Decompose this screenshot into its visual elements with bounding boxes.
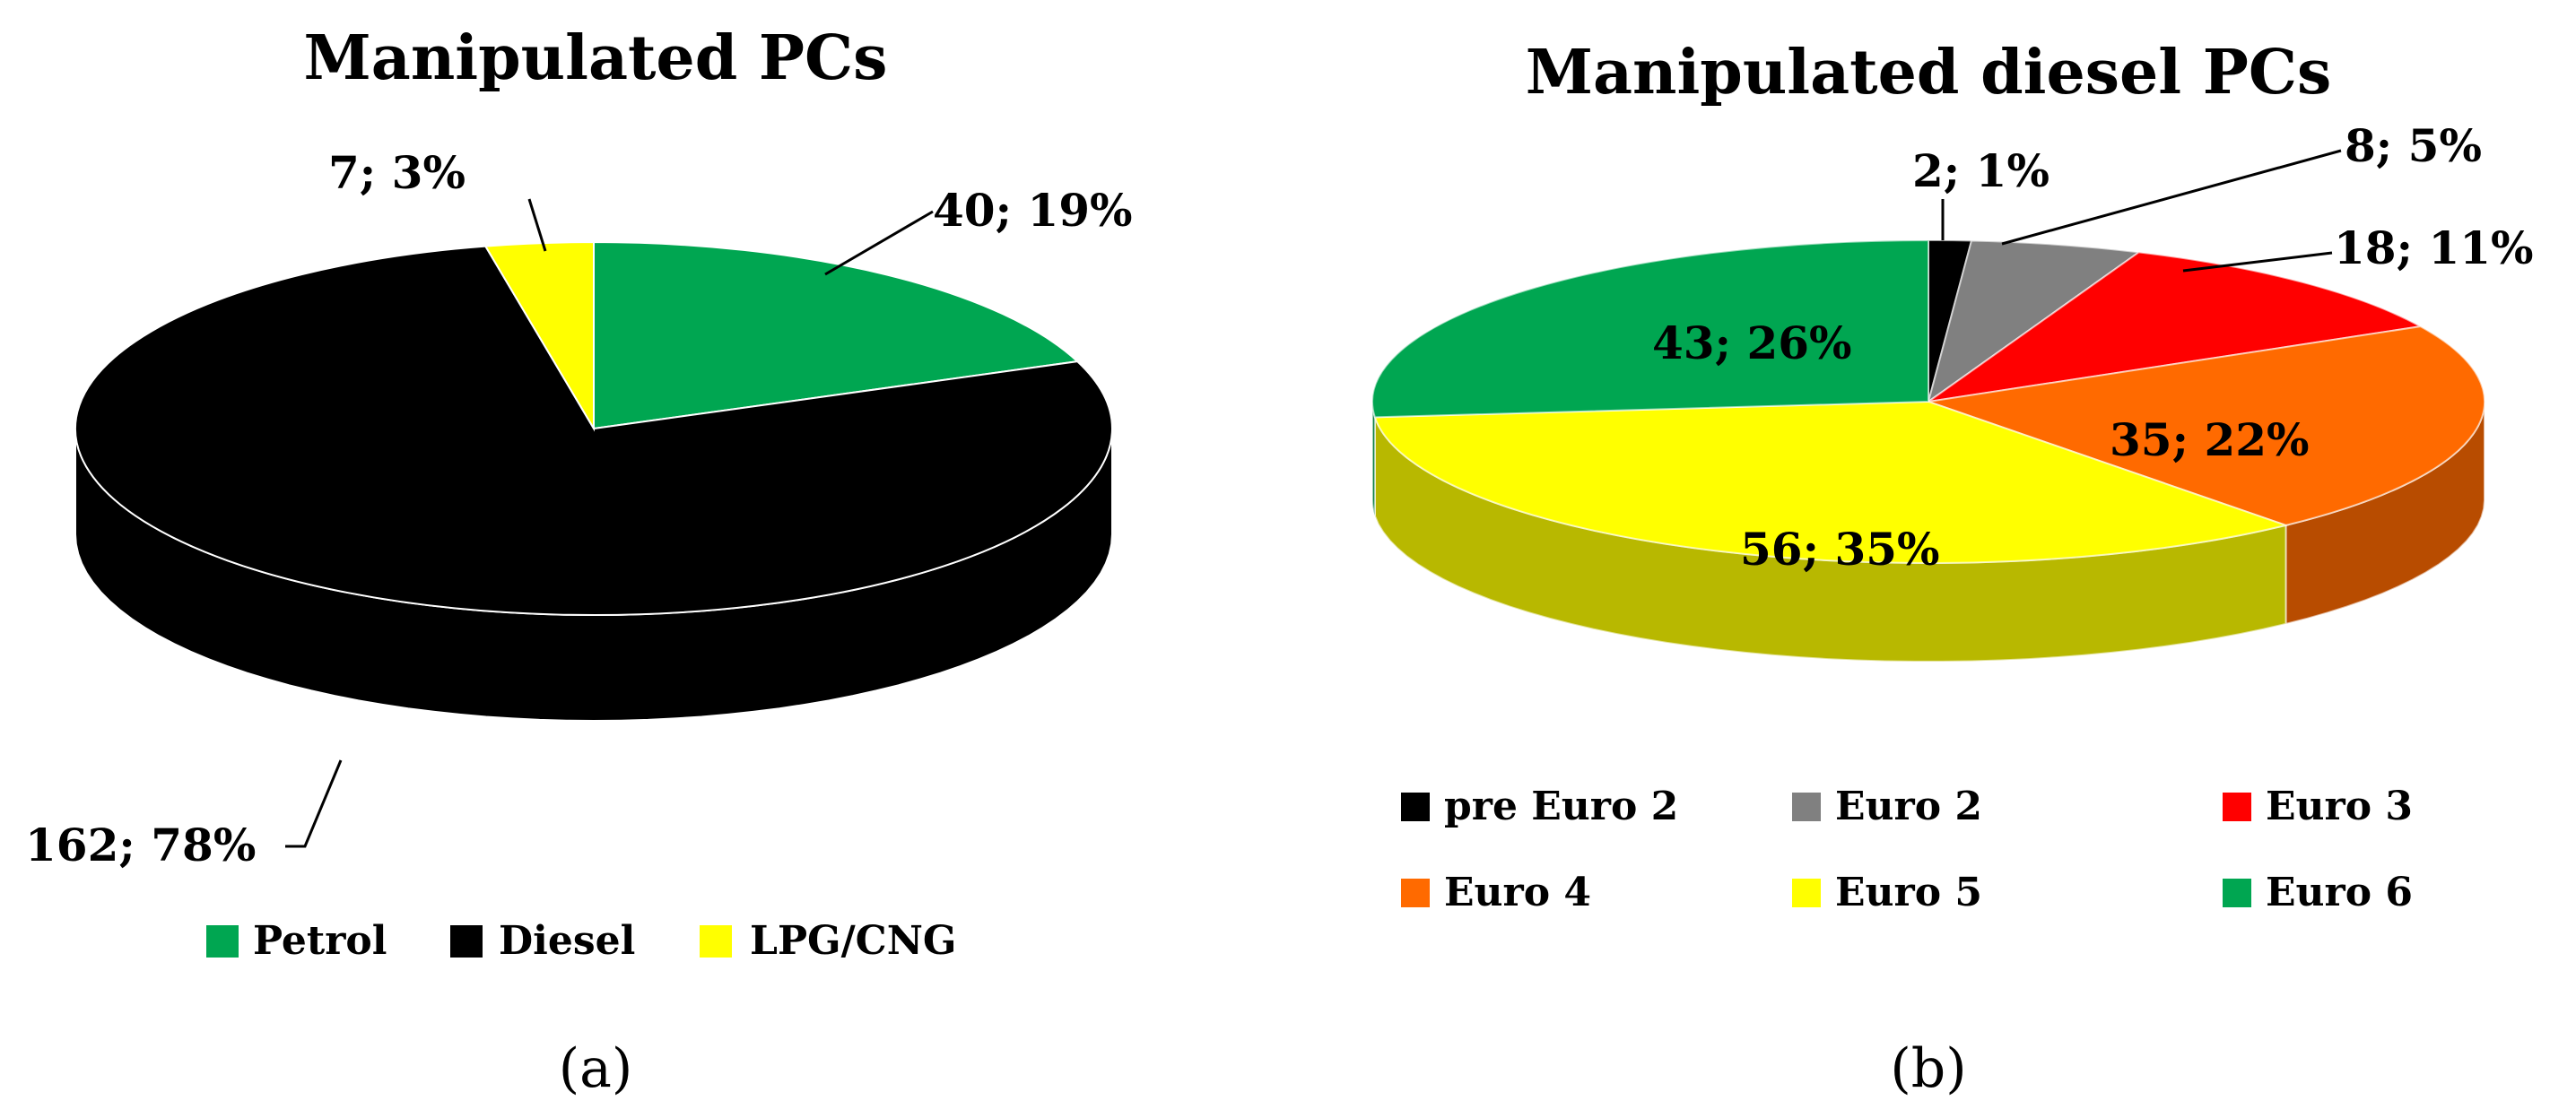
- legend-item-euro-2: Euro 2: [1792, 784, 1982, 829]
- legend-item-euro-4: Euro 4: [1401, 870, 1591, 915]
- legend-item-euro-5: Euro 5: [1792, 870, 1982, 915]
- legend-swatch-euro-4: [1401, 879, 1430, 907]
- legend-label-euro-5: Euro 5: [1835, 870, 1982, 915]
- data-label-euro-2: 8; 5%: [2345, 119, 2482, 172]
- legend-item-petrol: Petrol: [206, 918, 387, 964]
- pie-slice-euro-2: [1927, 239, 2142, 404]
- chart-a-pie: [74, 198, 1113, 848]
- chart-b-pie: [1371, 149, 2486, 663]
- data-label-euro-4: 35; 22%: [2110, 413, 2310, 466]
- data-label-euro-3: 18; 11%: [2334, 221, 2534, 274]
- legend-item-lpg-cng: LPG/CNG: [700, 918, 956, 964]
- leader-lines: [1941, 149, 2342, 273]
- pie-slice-euro-3: [1928, 251, 2424, 403]
- leader-line-euro-2: [2001, 149, 2342, 246]
- chart-b-data-labels: 2; 1% 8; 5% 18; 11% 35; 22% 56; 35% 43; …: [1652, 119, 2534, 576]
- legend-swatch-diesel: [450, 925, 483, 958]
- legend-label-petrol: Petrol: [253, 918, 387, 964]
- data-label-petrol: 40; 19%: [933, 184, 1133, 237]
- legend-swatch-euro-2: [1792, 793, 1821, 821]
- legend-label-euro-4: Euro 4: [1444, 870, 1591, 915]
- chart-a-data-labels: 40; 19% 162; 78% 7; 3%: [25, 146, 1133, 871]
- legend-swatch-euro-6: [2223, 879, 2251, 907]
- chart-a-title: Manipulated PCs: [304, 22, 888, 94]
- pie-slice-euro-5: [1373, 400, 2290, 565]
- chart-b-title: Manipulated diesel PCs: [1526, 37, 2332, 108]
- chart-a-legend: Petrol Diesel LPG/CNG: [206, 918, 956, 964]
- legend-swatch-euro-3: [2223, 793, 2251, 821]
- legend-swatch-pre-euro-2: [1401, 793, 1430, 821]
- legend-item-euro-3: Euro 3: [2223, 784, 2413, 829]
- chart-b-legend: pre Euro 2 Euro 2 Euro 3 Euro 4 Euro 5 E…: [1401, 784, 2413, 915]
- chart-b: Manipulated diesel PCs 2; 1% 8; 5% 18; 1…: [1371, 37, 2534, 1100]
- pie-top: [74, 240, 1113, 617]
- legend-label-lpg-cng: LPG/CNG: [750, 918, 956, 964]
- legend-label-diesel: Diesel: [499, 918, 635, 964]
- legend-label-euro-2: Euro 2: [1835, 784, 1982, 829]
- legend-label-pre-euro-2: pre Euro 2: [1444, 784, 1678, 829]
- leader-line-lpg-cng: [527, 198, 547, 252]
- data-label-lpg-cng: 7; 3%: [328, 146, 466, 199]
- pie-top: [1371, 238, 2486, 565]
- legend-item-diesel: Diesel: [450, 918, 635, 964]
- leader-lines: [285, 198, 934, 848]
- legend-label-euro-6: Euro 6: [2266, 870, 2413, 915]
- leader-line-petrol: [824, 210, 934, 276]
- legend-swatch-euro-5: [1792, 879, 1821, 907]
- data-label-pre-euro-2: 2; 1%: [1912, 144, 2049, 197]
- legend-swatch-petrol: [206, 925, 239, 958]
- pie-slice-lpg-cng: [483, 240, 595, 432]
- legend-swatch-lpg-cng: [700, 925, 732, 958]
- data-label-euro-6: 43; 26%: [1652, 316, 1852, 369]
- chart-a: Manipulated PCs 40; 19% 162; 78% 7; 3% P…: [25, 22, 1133, 1100]
- panel-label-b: (b): [1890, 1037, 1966, 1100]
- leader-line-diesel: [285, 759, 343, 848]
- legend-label-euro-3: Euro 3: [2266, 784, 2413, 829]
- data-label-diesel: 162; 78%: [25, 819, 256, 871]
- data-label-euro-5: 56; 35%: [1740, 523, 1940, 576]
- pie-slice-euro-6: [1371, 238, 1929, 419]
- pie-slice-petrol: [593, 240, 1080, 430]
- legend-item-euro-6: Euro 6: [2223, 870, 2413, 915]
- panel-label-a: (a): [559, 1037, 633, 1100]
- pie-slice-diesel: [74, 245, 1113, 617]
- legend-item-pre-euro-2: pre Euro 2: [1401, 784, 1678, 829]
- pie-slice-euro-4: [1928, 325, 2486, 526]
- leader-line-euro-3: [2182, 251, 2333, 273]
